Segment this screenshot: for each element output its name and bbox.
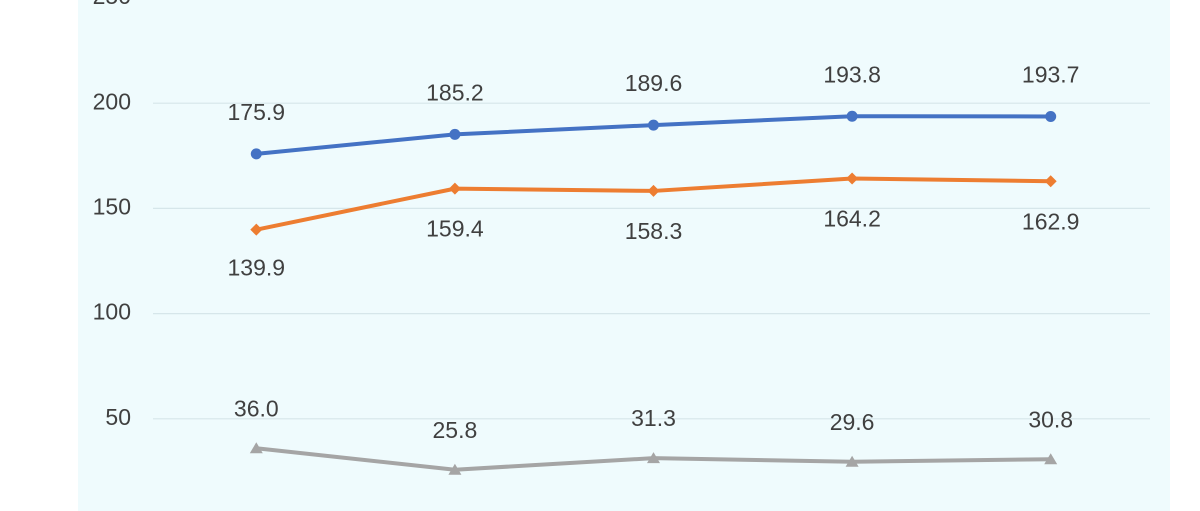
point bbox=[845, 455, 859, 467]
data-label: 159.4 bbox=[426, 216, 484, 242]
data-label: 158.3 bbox=[625, 218, 683, 244]
data-label: 193.7 bbox=[1022, 62, 1080, 88]
data-label: 31.3 bbox=[631, 405, 676, 431]
data-label: 162.9 bbox=[1022, 208, 1080, 234]
point bbox=[1044, 175, 1057, 188]
data-label: 175.9 bbox=[228, 99, 286, 125]
point bbox=[448, 182, 461, 195]
y-tick-label: 100 bbox=[93, 299, 131, 325]
point bbox=[647, 452, 660, 464]
point bbox=[249, 442, 263, 454]
plot-background bbox=[78, 0, 1170, 511]
data-label: 25.8 bbox=[433, 417, 478, 443]
y-tick-label: 250 bbox=[93, 0, 131, 9]
data-label: 164.2 bbox=[823, 206, 881, 232]
point bbox=[1044, 453, 1058, 465]
data-label: 30.8 bbox=[1028, 406, 1073, 432]
point bbox=[448, 463, 462, 475]
point bbox=[250, 148, 262, 160]
point bbox=[648, 119, 659, 131]
data-label: 193.8 bbox=[823, 61, 881, 87]
point bbox=[250, 223, 263, 236]
point bbox=[846, 110, 858, 122]
data-label: 36.0 bbox=[234, 395, 279, 421]
point bbox=[449, 128, 461, 140]
data-label: 29.6 bbox=[830, 409, 875, 435]
point bbox=[647, 184, 660, 197]
data-label: 189.6 bbox=[625, 70, 683, 96]
data-label: 139.9 bbox=[228, 255, 286, 281]
y-tick-label: 50 bbox=[105, 404, 131, 430]
point bbox=[846, 172, 859, 185]
data-label: 185.2 bbox=[426, 79, 484, 105]
point bbox=[1045, 110, 1057, 122]
y-tick-label: 150 bbox=[93, 193, 131, 219]
y-tick-label: 200 bbox=[93, 88, 131, 114]
